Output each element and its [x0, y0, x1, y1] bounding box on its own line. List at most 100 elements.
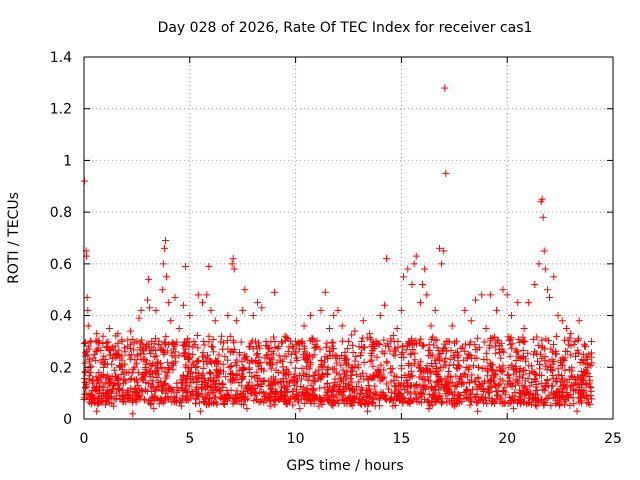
- data-point: [192, 390, 200, 398]
- data-point: [256, 359, 264, 367]
- data-point: [292, 393, 300, 401]
- data-point: [86, 357, 94, 365]
- data-point: [230, 339, 238, 347]
- data-point: [270, 350, 278, 358]
- data-point: [491, 333, 499, 341]
- data-point: [212, 358, 220, 366]
- data-point: [342, 372, 350, 380]
- data-point: [519, 333, 527, 341]
- data-point: [419, 341, 427, 349]
- data-point: [253, 382, 261, 390]
- data-point: [149, 377, 157, 385]
- data-point: [298, 365, 306, 373]
- data-point: [419, 375, 427, 383]
- data-point: [281, 332, 289, 340]
- data-point: [215, 351, 223, 359]
- data-point: [274, 344, 282, 352]
- data-point: [104, 371, 112, 379]
- data-point: [406, 399, 414, 407]
- data-point: [531, 281, 539, 289]
- data-point: [335, 370, 343, 378]
- data-point: [572, 376, 580, 384]
- data-point: [368, 347, 376, 355]
- data-point: [238, 358, 246, 366]
- data-point: [328, 345, 336, 353]
- data-point: [224, 356, 232, 364]
- data-point: [181, 395, 189, 403]
- data-point: [566, 351, 574, 359]
- data-point: [434, 395, 442, 403]
- data-point: [587, 384, 595, 392]
- data-point: [238, 382, 246, 390]
- data-point: [297, 382, 305, 390]
- data-point: [505, 336, 513, 344]
- data-point: [293, 341, 301, 349]
- data-point: [99, 340, 107, 348]
- data-point: [289, 401, 297, 409]
- data-point: [417, 390, 425, 398]
- data-point: [450, 339, 458, 347]
- data-point: [316, 375, 324, 383]
- data-point: [569, 381, 577, 389]
- data-point: [420, 342, 428, 350]
- data-point: [450, 361, 458, 369]
- data-point: [335, 387, 343, 395]
- data-point: [148, 337, 156, 345]
- data-point: [212, 382, 220, 390]
- data-point: [226, 348, 234, 356]
- data-point: [444, 337, 452, 345]
- data-point: [310, 372, 318, 380]
- data-point: [267, 360, 275, 368]
- data-point: [443, 395, 451, 403]
- data-point: [194, 291, 202, 299]
- data-point: [474, 373, 482, 381]
- data-point: [348, 341, 356, 349]
- data-point: [203, 291, 211, 299]
- data-point: [300, 322, 308, 330]
- data-point: [352, 371, 360, 379]
- data-point: [324, 366, 332, 374]
- data-point: [180, 338, 188, 346]
- data-point: [205, 399, 213, 407]
- data-point: [536, 365, 544, 373]
- data-point: [86, 372, 94, 380]
- data-point: [559, 356, 567, 364]
- data-point: [544, 337, 552, 345]
- data-point: [579, 350, 587, 358]
- data-point: [322, 369, 330, 377]
- data-point: [231, 359, 239, 367]
- data-point: [541, 398, 549, 406]
- data-point: [171, 397, 179, 405]
- data-point: [146, 347, 154, 355]
- data-point: [241, 286, 249, 294]
- data-point: [253, 368, 261, 376]
- data-point: [410, 339, 418, 347]
- data-point: [152, 346, 160, 354]
- data-point: [545, 391, 553, 399]
- data-point: [131, 387, 139, 395]
- data-point: [226, 332, 234, 340]
- data-point: [310, 400, 318, 408]
- data-point: [182, 345, 190, 353]
- data-point: [397, 373, 405, 381]
- data-point: [542, 383, 550, 391]
- data-point: [397, 381, 405, 389]
- data-point: [393, 325, 401, 332]
- data-point: [129, 365, 137, 373]
- data-point: [540, 247, 548, 255]
- data-point: [223, 337, 231, 345]
- data-point: [376, 340, 384, 348]
- data-point: [128, 398, 136, 406]
- data-point: [551, 393, 559, 401]
- data-point: [376, 312, 384, 320]
- data-point: [358, 344, 366, 352]
- data-point: [383, 359, 391, 367]
- data-point: [523, 400, 531, 408]
- data-point: [300, 342, 308, 350]
- data-point: [248, 372, 256, 380]
- data-point: [408, 281, 416, 289]
- data-point: [484, 379, 492, 387]
- data-point: [221, 353, 229, 361]
- data-point: [416, 364, 424, 372]
- data-point: [538, 195, 546, 203]
